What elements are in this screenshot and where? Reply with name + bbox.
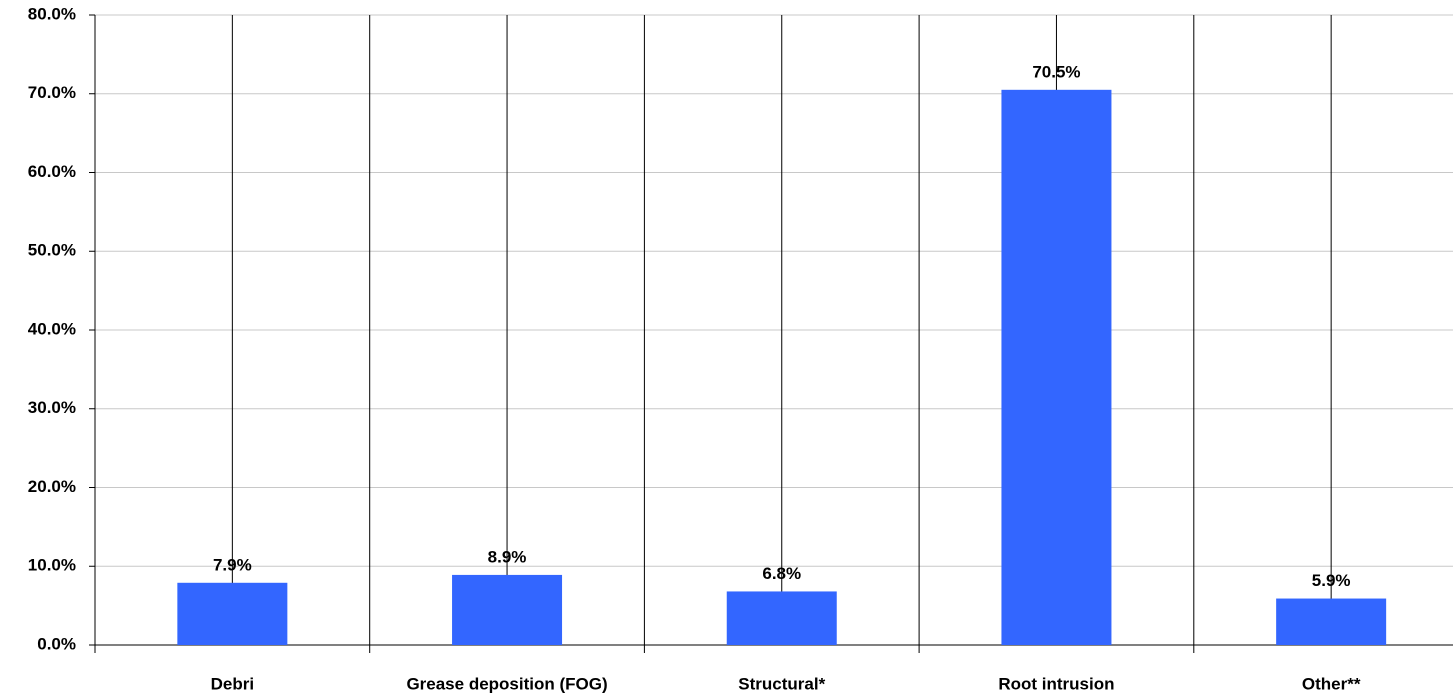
x-tick-label: Debri bbox=[211, 674, 254, 693]
y-tick-label: 50.0% bbox=[28, 241, 76, 260]
x-tick-label: Structural* bbox=[738, 674, 825, 693]
bar bbox=[1001, 89, 1112, 645]
y-tick-label: 10.0% bbox=[28, 556, 76, 575]
y-tick-label: 0.0% bbox=[37, 634, 76, 653]
value-label: 8.9% bbox=[488, 547, 527, 566]
y-tick-label: 70.0% bbox=[28, 83, 76, 102]
value-label: 7.9% bbox=[213, 555, 252, 574]
y-tick-label: 20.0% bbox=[28, 477, 76, 496]
y-tick-label: 60.0% bbox=[28, 162, 76, 181]
x-tick-label: Grease deposition (FOG) bbox=[406, 674, 607, 693]
bar bbox=[726, 591, 837, 645]
value-label: 5.9% bbox=[1312, 571, 1351, 590]
y-tick-label: 40.0% bbox=[28, 319, 76, 338]
x-tick-label: Root intrusion bbox=[998, 674, 1114, 693]
bar bbox=[177, 582, 288, 645]
value-label: 70.5% bbox=[1032, 62, 1080, 81]
x-tick-label: Other** bbox=[1302, 674, 1361, 693]
y-tick-label: 30.0% bbox=[28, 398, 76, 417]
bar bbox=[452, 574, 563, 645]
bar bbox=[1276, 598, 1387, 645]
y-tick-label: 80.0% bbox=[28, 4, 76, 23]
value-label: 6.8% bbox=[762, 564, 801, 583]
